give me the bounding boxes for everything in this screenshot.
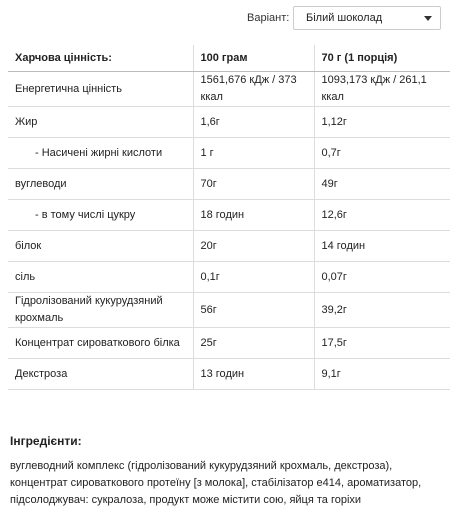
table-cell: білок bbox=[8, 230, 193, 262]
table-cell: Декстроза bbox=[8, 358, 193, 390]
table-cell: 1 г bbox=[192, 137, 314, 169]
table-cell: 20г bbox=[192, 230, 314, 262]
table-row: - в тому числі цукру 18 годин 12,6г bbox=[8, 199, 450, 231]
table-cell: Гідролізований кукурудзяний крохмаль bbox=[8, 292, 193, 328]
table-cell: - Насичені жирні кислоти bbox=[8, 137, 193, 169]
table-cell: 1,12г bbox=[313, 106, 450, 138]
table-cell: сіль bbox=[8, 261, 193, 293]
table-cell: 0,7г bbox=[313, 137, 450, 169]
header-cell: 70 г (1 порція) bbox=[313, 45, 450, 72]
table-row: Енергетична цінність 1561,676 кДж / 373 к… bbox=[8, 71, 450, 107]
table-cell: 18 годин bbox=[192, 199, 314, 231]
table-row: - Насичені жирні кислоти 1 г 0,7г bbox=[8, 137, 450, 169]
header-cell: Харчова цінність: bbox=[8, 45, 193, 72]
table-cell: Енергетична цінність bbox=[8, 71, 193, 107]
table-cell: 49г bbox=[313, 168, 450, 200]
table-cell: 70г bbox=[192, 168, 314, 200]
table-cell: 1,6г bbox=[192, 106, 314, 138]
table-cell: 0,1г bbox=[192, 261, 314, 293]
table-row: Гідролізований кукурудзяний крохмаль 56г 3… bbox=[8, 292, 450, 328]
table-cell: 1093,173 кДж / 261,1 ккал bbox=[313, 71, 450, 107]
dropdown-arrow bbox=[424, 15, 432, 21]
variant-label: Варіант: bbox=[247, 12, 290, 24]
header-row: Харчова цінність: 100 грам 70 г (1 порція) bbox=[8, 45, 450, 72]
table-cell: 1561,676 кДж / 373 ккал bbox=[192, 71, 314, 107]
table-row: Концентрат сироваткового білка 25г 17,5г bbox=[8, 327, 450, 359]
ingredients-title: Інгредієнти: bbox=[10, 434, 82, 448]
table-row: сіль 0,1г 0,07г bbox=[8, 261, 450, 293]
table-cell: 0,07г bbox=[313, 261, 450, 293]
table-cell: вуглеводи bbox=[8, 168, 193, 200]
table-cell: 13 годин bbox=[192, 358, 314, 390]
table-row: вуглеводи 70г 49г bbox=[8, 168, 450, 200]
variant-selector: Варіант: Білий шоколад bbox=[247, 5, 441, 31]
ingredients-text: вуглеводний комплекс (гідролізований кук… bbox=[10, 460, 422, 506]
table-cell: - в тому числі цукру bbox=[8, 199, 193, 231]
table-cell: 25г bbox=[192, 327, 314, 359]
table-row: білок 20г 14 годин bbox=[8, 230, 450, 262]
nutrition-table: Харчова цінність: 100 грам 70 г (1 порція)… bbox=[8, 45, 450, 390]
table-row: Жир 1,6г 1,12г bbox=[8, 106, 450, 138]
variant-select[interactable]: Білий шоколад bbox=[293, 6, 441, 30]
table-cell: 39,2г bbox=[313, 292, 450, 328]
table-cell: Жир bbox=[8, 106, 193, 138]
header-cell: 100 грам bbox=[192, 45, 314, 72]
table-cell: 56г bbox=[192, 292, 314, 328]
table-cell: 12,6г bbox=[313, 199, 450, 231]
table-row: Декстроза 13 годин 9,1г bbox=[8, 358, 450, 390]
table-body: Енергетична цінність 1561,676 кДж / 373 к… bbox=[8, 71, 450, 390]
table-cell: Концентрат сироваткового білка bbox=[8, 327, 193, 359]
variant-value: Білий шоколад bbox=[306, 12, 383, 24]
table-cell: 17,5г bbox=[313, 327, 450, 359]
table-cell: 14 годин bbox=[313, 230, 450, 262]
table-cell: 9,1г bbox=[313, 358, 450, 390]
